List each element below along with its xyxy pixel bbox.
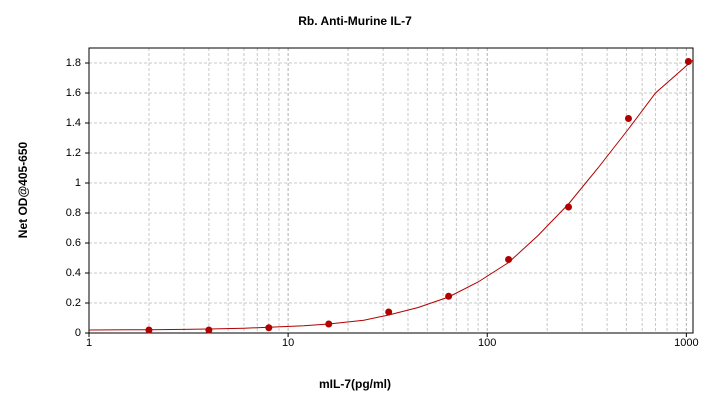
x-tick-label: 10	[282, 337, 294, 349]
data-point	[265, 324, 273, 332]
y-tick-label: 1.2	[66, 147, 81, 159]
data-point	[565, 203, 573, 211]
data-point	[445, 292, 453, 300]
y-tick-label: 0.2	[66, 297, 81, 309]
plot-frame	[88, 47, 694, 334]
data-point	[325, 320, 333, 328]
y-tick-label: 1.8	[66, 57, 81, 69]
x-tick-label: 100	[478, 337, 496, 349]
data-point	[505, 256, 513, 263]
y-tick-label: 0.6	[66, 237, 81, 249]
data-point	[145, 326, 153, 334]
y-tick-label: 0	[75, 327, 81, 339]
data-point	[624, 115, 632, 122]
x-tick-label: 1000	[674, 337, 698, 349]
y-tick-label: 1.4	[66, 117, 81, 129]
data-point	[205, 326, 213, 334]
y-tick-label: 0.4	[66, 267, 81, 279]
y-tick-label: 1	[75, 177, 81, 189]
x-tick-label: 1	[86, 337, 92, 349]
fit-curve	[88, 59, 694, 331]
x-axis-label: mIL-7(pg/ml)	[319, 377, 391, 391]
y-tick-label: 0.8	[66, 207, 81, 219]
chart-title: Rb. Anti-Murine IL-7	[298, 14, 412, 28]
data-point	[385, 308, 393, 316]
y-tick-label: 1.6	[66, 87, 81, 99]
data-point	[684, 58, 692, 65]
y-axis-label: Net OD@405-650	[16, 141, 30, 238]
